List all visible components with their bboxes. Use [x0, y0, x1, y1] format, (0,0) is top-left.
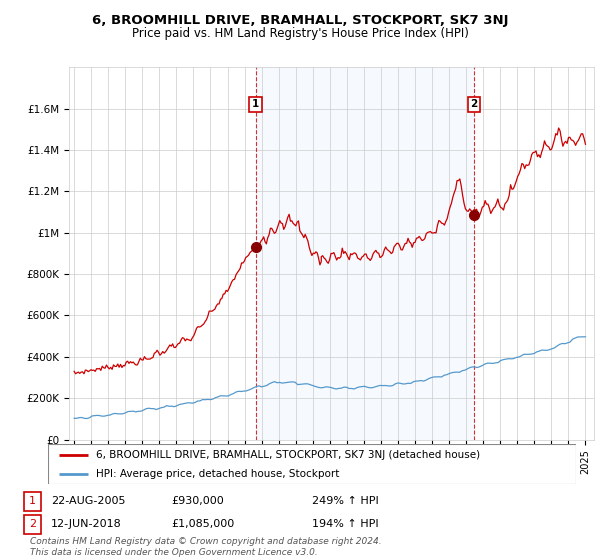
Text: Contains HM Land Registry data © Crown copyright and database right 2024.
This d: Contains HM Land Registry data © Crown c… [30, 537, 382, 557]
Text: 249% ↑ HPI: 249% ↑ HPI [312, 496, 379, 506]
Text: £930,000: £930,000 [171, 496, 224, 506]
Text: HPI: Average price, detached house, Stockport: HPI: Average price, detached house, Stoc… [95, 469, 339, 479]
Text: 6, BROOMHILL DRIVE, BRAMHALL, STOCKPORT, SK7 3NJ (detached house): 6, BROOMHILL DRIVE, BRAMHALL, STOCKPORT,… [95, 450, 479, 460]
Text: 2: 2 [470, 100, 478, 109]
Text: 12-JUN-2018: 12-JUN-2018 [51, 519, 122, 529]
Bar [256, 67, 474, 440]
Text: 22-AUG-2005: 22-AUG-2005 [51, 496, 125, 506]
Text: 2: 2 [29, 519, 36, 529]
Text: 6, BROOMHILL DRIVE, BRAMHALL, STOCKPORT, SK7 3NJ: 6, BROOMHILL DRIVE, BRAMHALL, STOCKPORT,… [92, 14, 508, 27]
Text: 1: 1 [252, 100, 259, 109]
Text: Price paid vs. HM Land Registry's House Price Index (HPI): Price paid vs. HM Land Registry's House … [131, 27, 469, 40]
Text: 1: 1 [29, 496, 36, 506]
Text: £1,085,000: £1,085,000 [171, 519, 234, 529]
Text: 194% ↑ HPI: 194% ↑ HPI [312, 519, 379, 529]
